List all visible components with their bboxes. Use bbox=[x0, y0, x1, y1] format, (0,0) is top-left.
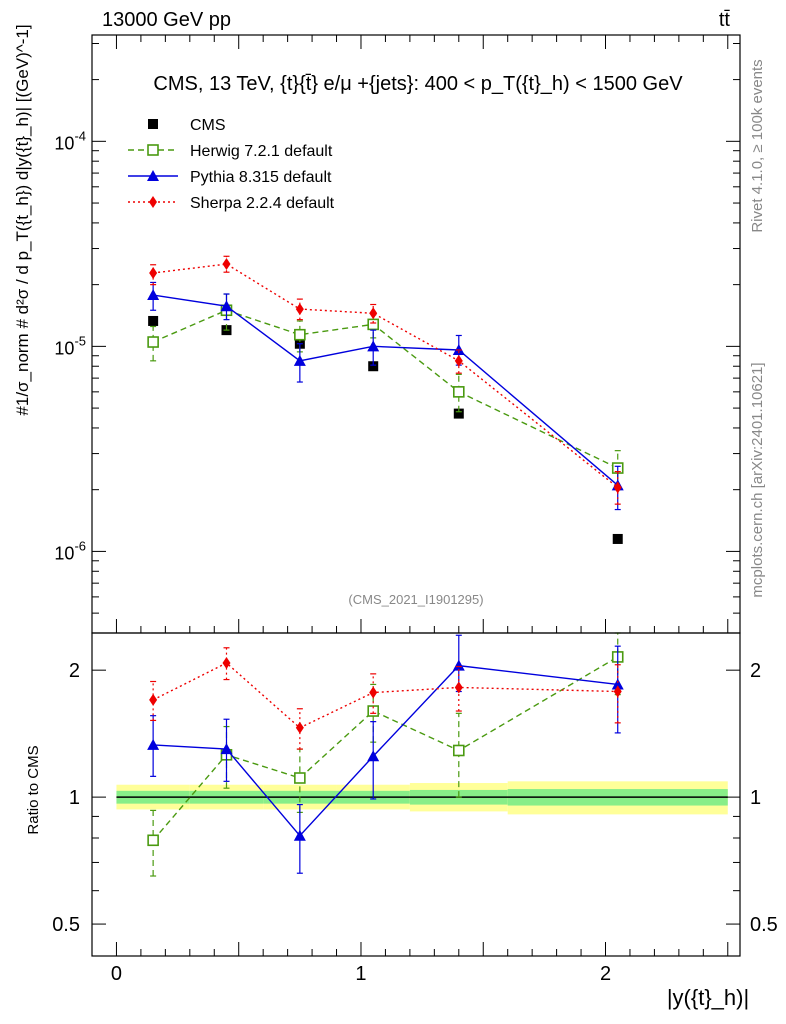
chart-title: CMS, 13 TeV, {t}{t̄} e/μ +{jets}: 400 < … bbox=[153, 73, 683, 95]
ratio-y-tick-label: 0.5 bbox=[52, 914, 80, 936]
rivet-version-label: Rivet 4.1.0, ≥ 100k events bbox=[749, 59, 766, 232]
ratio-frame bbox=[91, 632, 741, 957]
marker-diamond bbox=[222, 258, 231, 271]
marker-triangle bbox=[293, 354, 306, 366]
marker-diamond bbox=[149, 196, 157, 208]
series-sherpa bbox=[149, 255, 622, 505]
main-data-marks bbox=[147, 255, 624, 544]
legend-label: Pythia 8.315 default bbox=[190, 169, 332, 186]
marker-square bbox=[148, 315, 159, 326]
y-tick-label-base: 10 bbox=[54, 133, 74, 153]
marker-triangle bbox=[293, 829, 306, 841]
marker-open-square bbox=[294, 328, 306, 341]
marker-diamond bbox=[149, 266, 158, 279]
marker-square bbox=[453, 408, 464, 419]
marker-triangle bbox=[147, 738, 160, 750]
marker-diamond bbox=[613, 481, 622, 494]
ratio-y-axis-label: Ratio to CMS bbox=[25, 745, 42, 834]
marker-open-square bbox=[147, 834, 159, 847]
marker-square bbox=[612, 533, 623, 544]
marker-diamond bbox=[613, 685, 622, 698]
marker-triangle bbox=[220, 300, 233, 312]
marker-open-square bbox=[367, 705, 380, 717]
y-tick-label: 10-5 bbox=[54, 333, 86, 358]
marker-diamond bbox=[295, 303, 304, 316]
marker-diamond bbox=[369, 307, 378, 320]
series-line bbox=[153, 294, 619, 486]
ratio-uncertainty-bands bbox=[116, 781, 728, 815]
marker-open-square bbox=[147, 144, 159, 156]
y-tick-label-exponent: -4 bbox=[74, 128, 86, 143]
marker-triangle bbox=[367, 750, 380, 762]
y-tick-label: 10-4 bbox=[54, 128, 86, 153]
ratio-panel: Ratio to CMS 0.5 0.5 1 1 2 2 0 1 2 |y({t}_h)| bbox=[25, 632, 778, 1010]
x-tick-label: 1 bbox=[355, 963, 366, 985]
y-tick-label-exponent: -5 bbox=[74, 333, 86, 348]
main-axis-ticks: 10-610-510-4 bbox=[54, 35, 740, 634]
ratio-y-tick-label-right: 0.5 bbox=[750, 914, 778, 936]
marker-triangle bbox=[147, 289, 160, 301]
marker-square bbox=[368, 361, 379, 372]
series-line bbox=[153, 263, 619, 489]
legend-label: Sherpa 2.2.4 default bbox=[190, 195, 335, 212]
marker-open-square bbox=[452, 386, 465, 398]
marker-square bbox=[148, 119, 158, 129]
x-tick-label: 0 bbox=[111, 963, 122, 985]
marker-diamond bbox=[149, 693, 158, 706]
legend-entry: Sherpa 2.2.4 default bbox=[128, 195, 335, 212]
y-tick-label-base: 10 bbox=[54, 543, 74, 563]
series-pythia bbox=[147, 281, 624, 511]
y-tick-label-base: 10 bbox=[54, 338, 74, 358]
marker-triangle bbox=[147, 170, 159, 181]
ratio-y-tick-label-right: 1 bbox=[750, 787, 761, 809]
series-cms bbox=[148, 315, 623, 544]
marker-triangle bbox=[220, 743, 233, 755]
series-line bbox=[152, 309, 619, 469]
marker-open-square bbox=[294, 772, 306, 784]
header-process-label: tt̄ bbox=[719, 9, 731, 31]
marker-diamond bbox=[454, 681, 463, 694]
legend-entry: Herwig 7.2.1 default bbox=[128, 143, 333, 160]
main-y-axis-label: #1/σ_norm # d²σ / d p_T({t_h}) d|y({t}_h… bbox=[13, 24, 32, 415]
legend: CMS Herwig 7.2.1 default Pythia 8.315 defa… bbox=[128, 117, 335, 212]
y-tick-label: 10-6 bbox=[54, 538, 86, 563]
series-herwig bbox=[147, 632, 624, 877]
x-tick-label: 2 bbox=[600, 963, 611, 985]
ratio-axis-ticks: 0.5 0.5 1 1 2 2 0 1 2 bbox=[52, 660, 778, 985]
series-herwig bbox=[147, 293, 624, 491]
legend-label: Herwig 7.2.1 default bbox=[190, 143, 333, 160]
legend-entry: Pythia 8.315 default bbox=[128, 169, 332, 186]
ratio-y-tick-label: 2 bbox=[69, 660, 80, 682]
series-line bbox=[152, 656, 619, 841]
marker-triangle bbox=[367, 340, 380, 352]
mcplots-label: mcplots.cern.ch [arXiv:2401.10621] bbox=[749, 362, 766, 597]
series-line bbox=[152, 662, 618, 729]
series-pythia bbox=[147, 634, 624, 874]
x-axis-label: |y({t}_h)| bbox=[667, 985, 749, 1010]
marker-open-square bbox=[147, 336, 159, 348]
ratio-y-tick-label-right: 2 bbox=[750, 660, 761, 682]
ratio-data-marks bbox=[147, 632, 624, 877]
legend-label: CMS bbox=[190, 117, 226, 134]
header-energy-label: 13000 GeV pp bbox=[102, 9, 231, 31]
marker-diamond bbox=[295, 721, 304, 734]
marker-diamond bbox=[369, 686, 378, 699]
marker-open-square bbox=[367, 318, 380, 331]
main-panel: CMS, 13 TeV, {t}{t̄} e/μ +{jets}: 400 < … bbox=[13, 24, 741, 634]
marker-open-square bbox=[452, 744, 465, 757]
marker-triangle bbox=[611, 678, 624, 690]
series-line bbox=[153, 664, 618, 837]
y-tick-label-exponent: -6 bbox=[74, 538, 86, 553]
marker-triangle bbox=[452, 659, 465, 671]
marker-diamond bbox=[222, 656, 231, 669]
legend-entry: CMS bbox=[148, 117, 226, 134]
ratio-y-tick-label: 1 bbox=[69, 787, 80, 809]
analysis-watermark: (CMS_2021_I1901295) bbox=[348, 592, 483, 607]
marker-diamond bbox=[454, 354, 463, 367]
series-sherpa bbox=[149, 647, 622, 750]
